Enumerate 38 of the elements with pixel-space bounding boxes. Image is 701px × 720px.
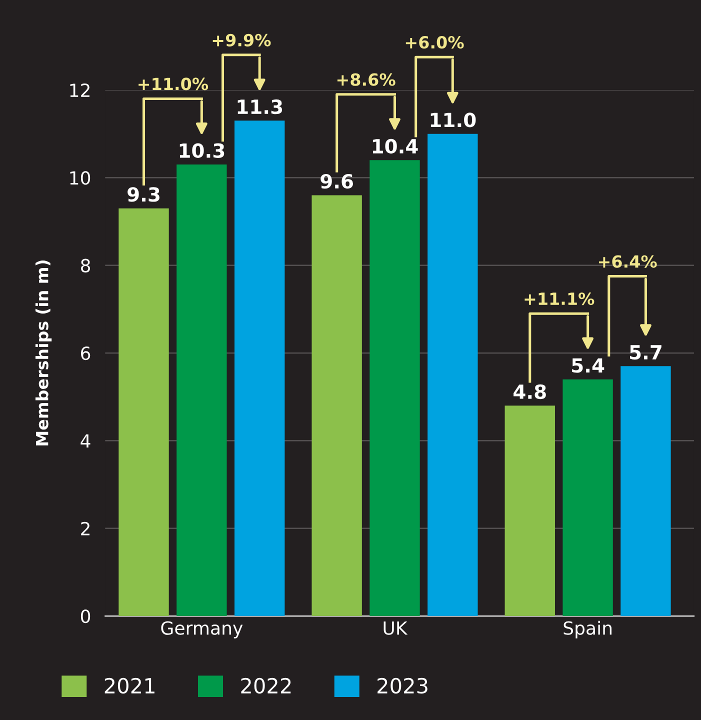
data-label: 11.0 [430, 112, 476, 128]
y-tick-label: 4 [80, 434, 90, 448]
annotation: +6.4% [598, 255, 657, 268]
y-tick-label: 2 [81, 522, 90, 536]
y-tick-label: 0 [80, 609, 90, 624]
data-label: 9.3 [128, 187, 160, 202]
y-tick-label: 10 [70, 171, 90, 185]
text: +8.6% [337, 73, 396, 86]
y-tick-label: 6 [81, 346, 90, 360]
data-label: 5.4 [572, 358, 604, 373]
bar [118, 208, 169, 616]
x-tick-label: UK [384, 621, 408, 635]
y-axis-title: Memberships (in m) [35, 260, 52, 446]
bar [562, 379, 613, 616]
legend-label: 2023 [378, 678, 428, 694]
data-label: 5.7 [630, 345, 662, 360]
legend-label: 2021 [104, 678, 154, 694]
data-label: 10.3 [180, 143, 224, 158]
bar [370, 160, 420, 616]
data-label: 9.6 [320, 174, 354, 189]
bar [428, 134, 478, 616]
annotation: +11.1% [524, 292, 594, 306]
x-tick-label: Germany [161, 621, 243, 638]
bar [504, 406, 555, 616]
bar [176, 164, 227, 616]
data-label: 4.8 [514, 384, 546, 400]
data-label: 11.3 [238, 99, 282, 114]
bar [620, 366, 671, 616]
y-tick-label: 12 [70, 83, 90, 97]
annotation: +11.0% [138, 78, 208, 90]
legend-label: 2022 [241, 678, 291, 694]
bar [234, 120, 285, 616]
x-tick-label: Spain [564, 620, 612, 638]
bar [312, 195, 362, 616]
text: +9.9% [212, 34, 271, 46]
y-tick-label: 8 [81, 258, 90, 272]
data-label: 10.4 [372, 138, 418, 154]
text: +6.0% [406, 36, 464, 49]
